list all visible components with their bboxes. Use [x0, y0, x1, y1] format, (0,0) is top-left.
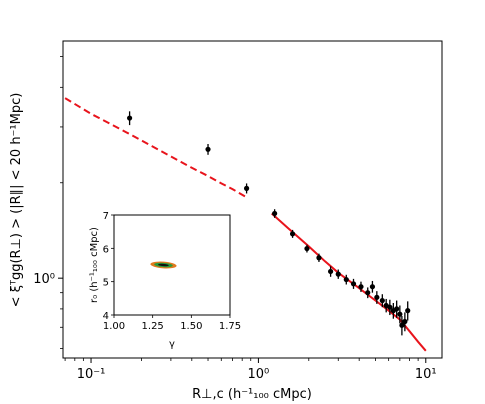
data-point	[358, 284, 364, 290]
posterior-contour	[158, 263, 169, 267]
main-plot-frame	[62, 40, 443, 359]
x-tick-label: 10¹	[415, 367, 437, 382]
data-point	[316, 255, 322, 261]
data-points	[127, 111, 411, 336]
main-axis-ticks	[58, 56, 427, 363]
data-point	[374, 294, 380, 300]
data-point	[350, 281, 357, 287]
inset-x-axis-label: γ	[169, 339, 175, 350]
model-line-dashed	[64, 97, 248, 199]
data-point	[387, 304, 393, 310]
main-x-axis-label: R⊥,c (h⁻¹₁₀₀ cMpc)	[192, 387, 312, 402]
inset-x-tick-label: 1.25	[142, 321, 164, 332]
inset-x-tick-label: 1.00	[103, 321, 125, 332]
inset-y-tick-label: 5	[103, 278, 109, 289]
data-point	[243, 185, 250, 191]
y-tick-label: 10⁰	[33, 272, 55, 287]
data-point	[335, 271, 341, 277]
data-point	[272, 210, 278, 217]
inset-y-tick-label: 7	[103, 211, 109, 222]
data-point	[127, 115, 133, 121]
data-point	[397, 311, 403, 317]
data-point	[289, 231, 296, 237]
main-y-axis-label: < ξᵀgg(R⊥) > (|R∥| < 20 h⁻¹Mpc)	[9, 93, 24, 308]
data-point	[328, 268, 334, 275]
inset-y-tick-label: 6	[103, 244, 109, 255]
data-point	[365, 290, 371, 296]
data-point	[405, 308, 411, 314]
data-point	[205, 146, 211, 152]
data-point	[402, 318, 408, 325]
x-tick-label: 10⁻¹	[77, 367, 106, 382]
data-point	[394, 306, 400, 312]
data-point	[379, 297, 385, 304]
inset-y-axis-label: r₀ (h⁻¹₁₀₀ cMpc)	[89, 227, 100, 303]
inset-plot-frame	[113, 214, 231, 316]
inset-x-tick-label: 1.50	[180, 321, 202, 332]
data-point	[399, 322, 405, 328]
main-axis-tick-labels: 10⁻¹ 10⁰ 10¹ 10⁰	[33, 272, 436, 382]
x-tick-label: 10⁰	[248, 367, 270, 382]
data-point	[369, 284, 376, 290]
inset-x-tick-label: 1.75	[219, 321, 241, 332]
data-point	[343, 276, 349, 283]
data-point	[304, 245, 310, 252]
inset-axis-tick-labels: 1.00 1.25 1.50 1.75 4 5 6 7	[103, 211, 242, 332]
inset-contours	[150, 261, 177, 269]
inset-y-tick-label: 4	[103, 311, 109, 322]
inset-axis-ticks	[111, 214, 231, 318]
